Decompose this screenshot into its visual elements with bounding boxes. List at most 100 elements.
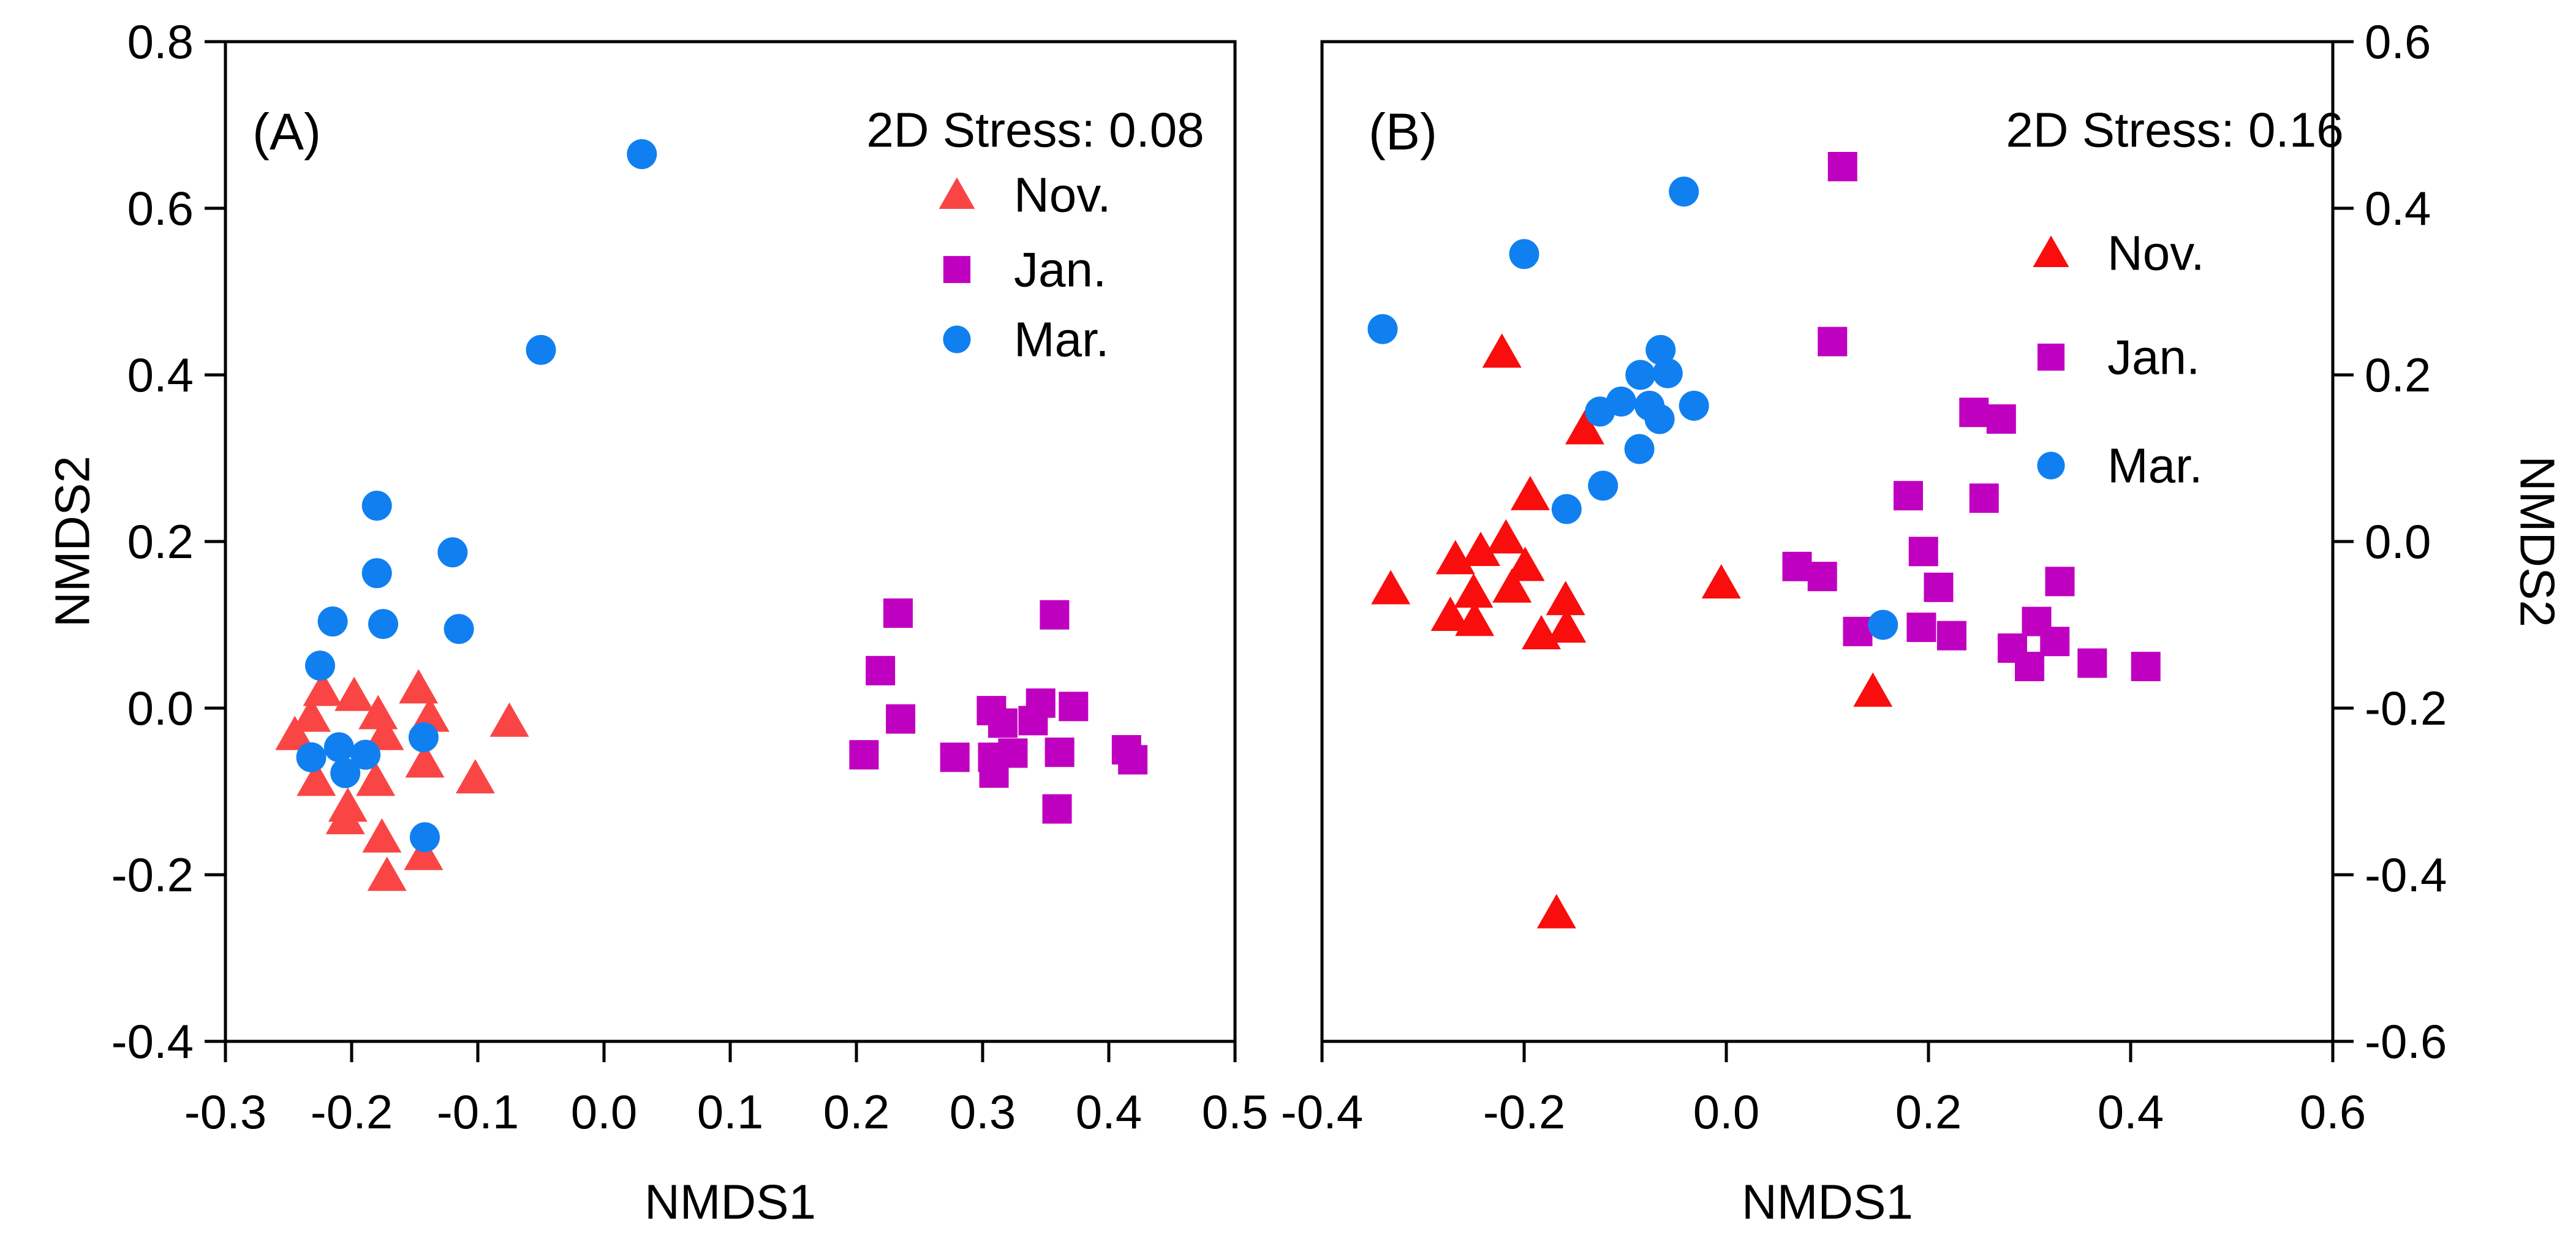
data-point-mar bbox=[1652, 358, 1683, 388]
data-point-mar bbox=[1644, 404, 1675, 434]
y-tick-label: 0.4 bbox=[127, 348, 194, 402]
x-tick-label: 0.1 bbox=[697, 1085, 763, 1139]
data-point-mar bbox=[305, 651, 335, 681]
y-tick-label: 0.8 bbox=[127, 15, 194, 69]
data-point-mar bbox=[1624, 434, 1655, 464]
data-point-nov bbox=[1853, 672, 1893, 707]
data-point-nov bbox=[1547, 608, 1587, 643]
x-tick-label: 0.0 bbox=[571, 1085, 637, 1139]
data-point-nov bbox=[1522, 614, 1562, 649]
data-point-mar bbox=[627, 139, 657, 170]
data-point-jan bbox=[886, 704, 916, 734]
y-tick-label: 0.4 bbox=[2365, 181, 2431, 235]
data-point-mar bbox=[1669, 176, 1699, 207]
panel-b-frame bbox=[1320, 40, 2335, 1043]
data-point-mar bbox=[437, 537, 468, 568]
data-point-nov bbox=[1430, 597, 1470, 632]
data-point-mar bbox=[408, 722, 439, 753]
y-tick-label: -0.2 bbox=[111, 848, 194, 902]
x-tick-label: 0.4 bbox=[1076, 1085, 1142, 1139]
data-point-nov bbox=[1546, 581, 1585, 616]
legend-label: Jan. bbox=[1014, 243, 1106, 297]
data-point-jan bbox=[1040, 600, 1070, 630]
data-point-mar bbox=[409, 822, 440, 853]
legend-label: Mar. bbox=[1014, 312, 1109, 367]
data-point-nov bbox=[297, 761, 336, 796]
data-point-mar bbox=[1625, 360, 1656, 390]
y-tick-label: 0.6 bbox=[127, 181, 194, 235]
data-point-nov bbox=[1482, 333, 1522, 368]
data-point-mar bbox=[1868, 610, 1898, 640]
data-point-mar bbox=[1367, 314, 1398, 344]
legend-label: Jan. bbox=[2107, 330, 2200, 385]
x-tick-label: 0.6 bbox=[2300, 1085, 2366, 1139]
data-point-mar bbox=[1551, 494, 1582, 524]
data-point-nov bbox=[489, 702, 529, 737]
y-axis-title: NMDS2 bbox=[45, 456, 100, 627]
data-point-mar bbox=[323, 732, 354, 763]
x-tick-label: -0.2 bbox=[311, 1085, 393, 1139]
x-tick-label: -0.1 bbox=[437, 1085, 519, 1139]
data-point-jan bbox=[1924, 572, 1954, 602]
data-point-nov bbox=[405, 743, 445, 778]
data-point-mar bbox=[1588, 470, 1618, 501]
data-point-jan bbox=[1818, 326, 1848, 357]
data-point-mar bbox=[361, 558, 392, 589]
x-tick-label: 0.4 bbox=[2098, 1085, 2164, 1139]
data-point-nov bbox=[1565, 410, 1604, 445]
legend-label: Nov. bbox=[2107, 226, 2205, 281]
data-point-jan bbox=[2040, 627, 2070, 657]
data-point-mar bbox=[1509, 239, 1539, 270]
y-tick-label: 0.0 bbox=[2365, 515, 2431, 568]
data-point-jan bbox=[1936, 621, 1966, 651]
data-point-jan bbox=[1042, 794, 1072, 824]
data-point-jan bbox=[1044, 738, 1075, 768]
legend-circle-icon bbox=[2037, 451, 2065, 480]
data-point-mar bbox=[296, 742, 327, 772]
data-point-jan bbox=[1894, 481, 1923, 511]
data-point-mar bbox=[317, 606, 348, 637]
data-point-nov bbox=[275, 715, 315, 750]
y-tick-label: 0.6 bbox=[2365, 15, 2431, 69]
data-point-mar bbox=[526, 334, 556, 365]
data-point-jan bbox=[1908, 537, 1938, 567]
data-point-nov bbox=[1536, 894, 1576, 929]
legend-triangle-icon bbox=[2033, 235, 2069, 267]
data-point-nov bbox=[404, 836, 444, 870]
data-point-nov bbox=[292, 697, 331, 732]
y-tick-label: -0.6 bbox=[2365, 1014, 2447, 1068]
data-point-jan bbox=[849, 740, 879, 770]
data-point-jan bbox=[1059, 692, 1089, 722]
y-tick-label: -0.2 bbox=[2365, 681, 2447, 735]
data-point-jan bbox=[1827, 152, 1857, 181]
data-point-jan bbox=[1959, 398, 1989, 428]
data-point-mar bbox=[330, 758, 361, 788]
data-point-nov bbox=[358, 695, 398, 730]
data-point-nov bbox=[399, 669, 439, 704]
data-point-nov bbox=[1492, 568, 1532, 603]
data-point-mar bbox=[1645, 334, 1676, 365]
data-point-mar bbox=[361, 491, 392, 521]
data-point-nov bbox=[364, 715, 404, 750]
data-point-nov bbox=[1455, 602, 1495, 636]
data-point-nov bbox=[356, 761, 396, 796]
data-point-mar bbox=[368, 609, 398, 640]
y-axis-title: NMDS2 bbox=[2510, 456, 2565, 627]
data-point-jan bbox=[1807, 562, 1837, 592]
y-tick-label: 0.0 bbox=[127, 681, 194, 735]
data-point-jan bbox=[1969, 483, 1999, 513]
data-point-mar bbox=[350, 739, 381, 770]
panel-b-label: (B) bbox=[1369, 103, 1437, 160]
x-tick-label: -0.4 bbox=[1281, 1085, 1363, 1139]
data-point-jan bbox=[1843, 616, 1873, 646]
legend-square-icon bbox=[2037, 343, 2065, 371]
data-point-jan bbox=[979, 758, 1009, 788]
legend-label: Nov. bbox=[1014, 168, 1111, 222]
data-point-jan bbox=[1118, 745, 1148, 775]
x-tick-label: 0.5 bbox=[1202, 1085, 1268, 1139]
data-point-jan bbox=[2045, 567, 2075, 597]
data-point-jan bbox=[1906, 613, 1936, 643]
y-tick-label: -0.4 bbox=[2365, 848, 2447, 902]
x-tick-label: -0.3 bbox=[184, 1085, 266, 1139]
